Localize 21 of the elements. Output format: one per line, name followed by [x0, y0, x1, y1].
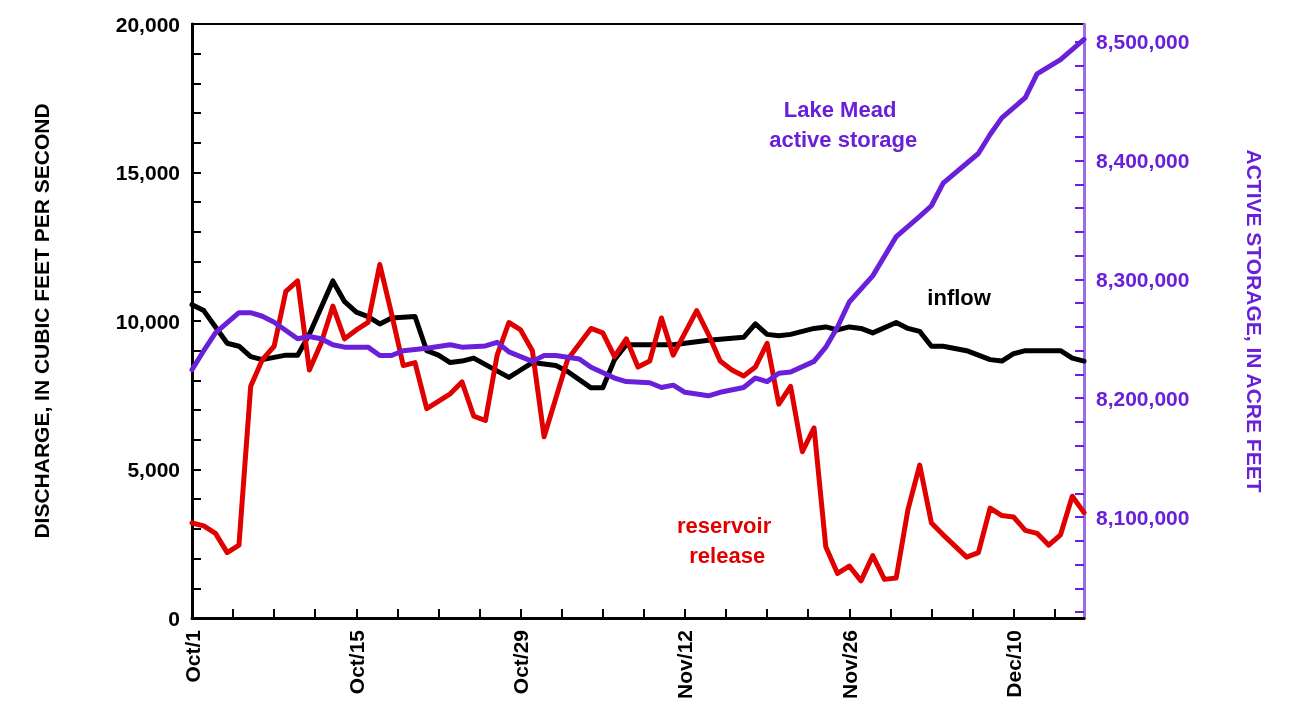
- x-tick-label: Oct/15: [344, 629, 368, 695]
- text: reservoir release: [677, 513, 778, 569]
- x-tick-label: Nov/26: [837, 630, 861, 699]
- series-label: inflow: [927, 284, 992, 310]
- y2-tick-label: 8,100,000: [1096, 505, 1190, 529]
- y-tick-label: 10,000: [115, 309, 180, 333]
- y-tick-label: 15,000: [115, 161, 180, 184]
- x-tick-label: Oct/29: [509, 630, 533, 695]
- x-tick-label: Dec/10: [1002, 630, 1026, 698]
- y-tick-label: 0: [168, 606, 180, 630]
- y2-tick-label: 8,300,000: [1096, 267, 1190, 291]
- y-axis-title: DISCHARGE, IN CUBIC FEET PER SECOND: [30, 103, 53, 539]
- y2-axis-title: ACTIVE STORAGE, IN ACRE FEET: [1243, 149, 1266, 493]
- y-tick-label: 20,000: [115, 12, 180, 36]
- y-tick-label: 5,000: [127, 458, 180, 481]
- series-label: Lake Mead active storage: [769, 97, 918, 153]
- y2-tick-label: 8,400,000: [1096, 149, 1190, 173]
- x-tick-label: Oct/1: [180, 629, 204, 683]
- y2-tick-label: 8,500,000: [1096, 30, 1190, 54]
- x-tick-label: Nov/12: [673, 630, 697, 699]
- y2-tick-label: 8,200,000: [1096, 386, 1190, 410]
